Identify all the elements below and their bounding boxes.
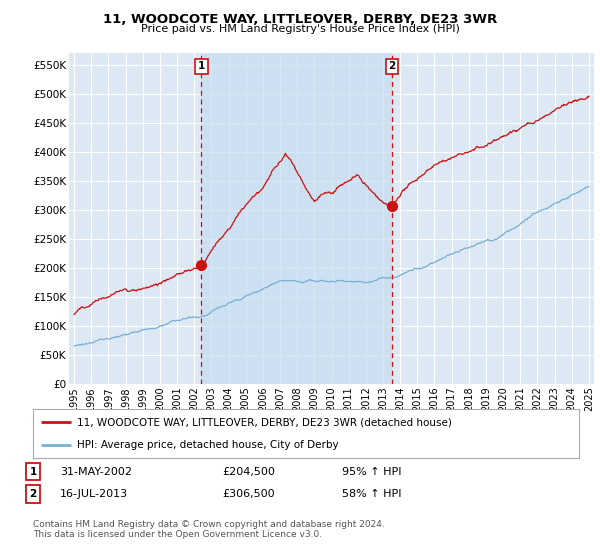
Text: Price paid vs. HM Land Registry's House Price Index (HPI): Price paid vs. HM Land Registry's House … xyxy=(140,24,460,34)
Text: 11, WOODCOTE WAY, LITTLEOVER, DERBY, DE23 3WR (detached house): 11, WOODCOTE WAY, LITTLEOVER, DERBY, DE2… xyxy=(77,417,452,427)
Text: Contains HM Land Registry data © Crown copyright and database right 2024.
This d: Contains HM Land Registry data © Crown c… xyxy=(33,520,385,539)
Text: 95% ↑ HPI: 95% ↑ HPI xyxy=(342,466,401,477)
Text: 11, WOODCOTE WAY, LITTLEOVER, DERBY, DE23 3WR: 11, WOODCOTE WAY, LITTLEOVER, DERBY, DE2… xyxy=(103,13,497,26)
Text: 1: 1 xyxy=(198,62,205,72)
Text: £204,500: £204,500 xyxy=(222,466,275,477)
Bar xyxy=(202,53,392,384)
Text: £306,500: £306,500 xyxy=(222,489,275,499)
Text: 16-JUL-2013: 16-JUL-2013 xyxy=(60,489,128,499)
Text: HPI: Average price, detached house, City of Derby: HPI: Average price, detached house, City… xyxy=(77,440,338,450)
Text: 58% ↑ HPI: 58% ↑ HPI xyxy=(342,489,401,499)
Text: 31-MAY-2002: 31-MAY-2002 xyxy=(60,466,132,477)
Text: 2: 2 xyxy=(389,62,396,72)
Text: 1: 1 xyxy=(29,466,37,477)
Text: 2: 2 xyxy=(29,489,37,499)
